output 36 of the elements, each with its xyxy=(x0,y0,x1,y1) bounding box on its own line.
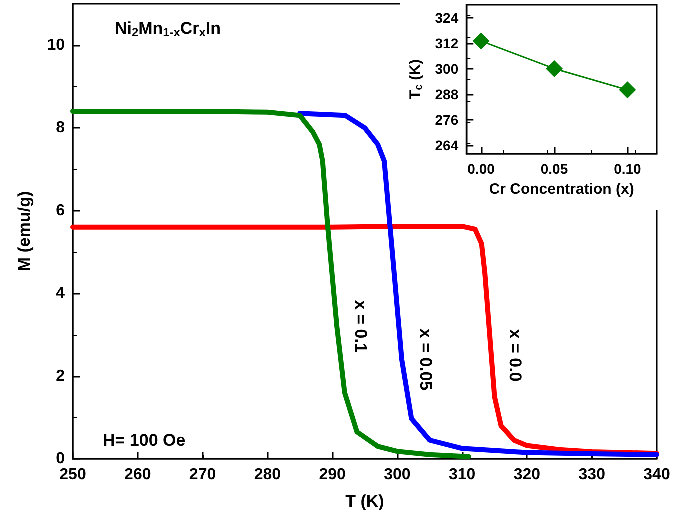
x-axis-title: T (K) xyxy=(346,492,384,511)
y-tick-label: 4 xyxy=(56,285,66,302)
x-tick-label: 340 xyxy=(644,466,670,484)
annotation: H= 100 Oe xyxy=(103,431,186,450)
x-tick-label: 0.00 xyxy=(468,161,496,177)
y-axis-title: M (emu/g) xyxy=(15,191,34,272)
x-axis-title: Cr Concentration (x) xyxy=(489,181,634,198)
y-tick-label: 324 xyxy=(435,10,459,26)
y-axis-title: Tc (K) xyxy=(407,60,425,100)
y-tick-label: 264 xyxy=(435,137,459,154)
y-tick-label: 312 xyxy=(435,35,459,52)
x-tick-label: 320 xyxy=(514,466,541,484)
y-tick-label: 2 xyxy=(56,368,66,385)
x-tick-label: 260 xyxy=(124,466,152,484)
y-tick-label: 276 xyxy=(435,112,459,128)
y-tick-label: 6 xyxy=(56,202,66,220)
x-tick-label: 300 xyxy=(384,466,411,484)
y-tick-label: 288 xyxy=(435,86,459,102)
text: x = 0.0 xyxy=(506,329,526,382)
y-tick-label: 300 xyxy=(435,60,459,77)
x-tick-label: 330 xyxy=(578,466,606,484)
x-tick-label: 0.05 xyxy=(540,161,568,177)
point xyxy=(619,82,636,99)
text: x = 0.05 xyxy=(416,328,436,391)
text: x = 0.1 xyxy=(352,300,371,353)
point xyxy=(546,60,563,78)
x-tick-label: 270 xyxy=(189,466,216,484)
x-tick-label: 310 xyxy=(448,466,476,484)
x-tick-label: 0.10 xyxy=(614,161,642,177)
y-tick-label: 8 xyxy=(56,120,66,137)
y-tick-label: 10 xyxy=(47,36,66,54)
x-tick-label: 250 xyxy=(60,466,86,484)
x-tick-label: 290 xyxy=(319,466,346,484)
y-tick-label: 0 xyxy=(56,450,66,468)
x-tick-label: 280 xyxy=(254,466,282,484)
point xyxy=(472,32,490,50)
